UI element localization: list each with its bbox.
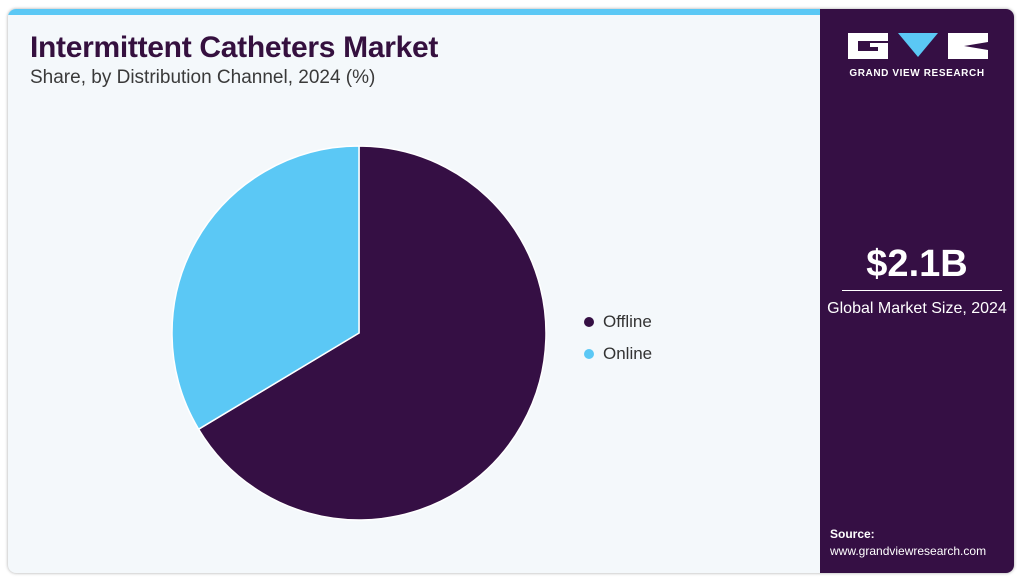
source-link[interactable]: www.grandviewresearch.com — [830, 544, 987, 558]
pie-slice-online — [171, 145, 360, 431]
legend-swatch-offline — [584, 317, 594, 327]
chart-title: Intermittent Catheters Market — [30, 31, 439, 64]
legend-item-offline: Offline — [584, 306, 652, 338]
legend-label-online: Online — [603, 344, 653, 363]
accent-bar — [8, 9, 820, 15]
chart-subtitle: Share, by Distribution Channel, 2024 (%) — [30, 67, 376, 88]
chart-legend: Offline Online — [584, 306, 652, 370]
pie-slice-offline — [197, 145, 547, 521]
market-size-label: Global Market Size, 2024 — [827, 300, 1007, 317]
legend-swatch-online — [584, 349, 594, 359]
brand-name: GRAND VIEW RESEARCH — [849, 68, 985, 79]
legend-item-online: Online — [584, 338, 652, 370]
pie-chart — [171, 145, 547, 521]
divider — [842, 290, 1002, 291]
legend-label-offline: Offline — [603, 312, 652, 331]
market-size-value: $2.1B — [866, 243, 968, 285]
gvr-logo-icon — [848, 33, 988, 59]
chart-card: Intermittent Catheters Market Share, by … — [8, 9, 1014, 573]
sidebar-panel: GRAND VIEW RESEARCH $2.1B Global Market … — [820, 9, 1014, 573]
source-title: Source: — [830, 527, 875, 541]
